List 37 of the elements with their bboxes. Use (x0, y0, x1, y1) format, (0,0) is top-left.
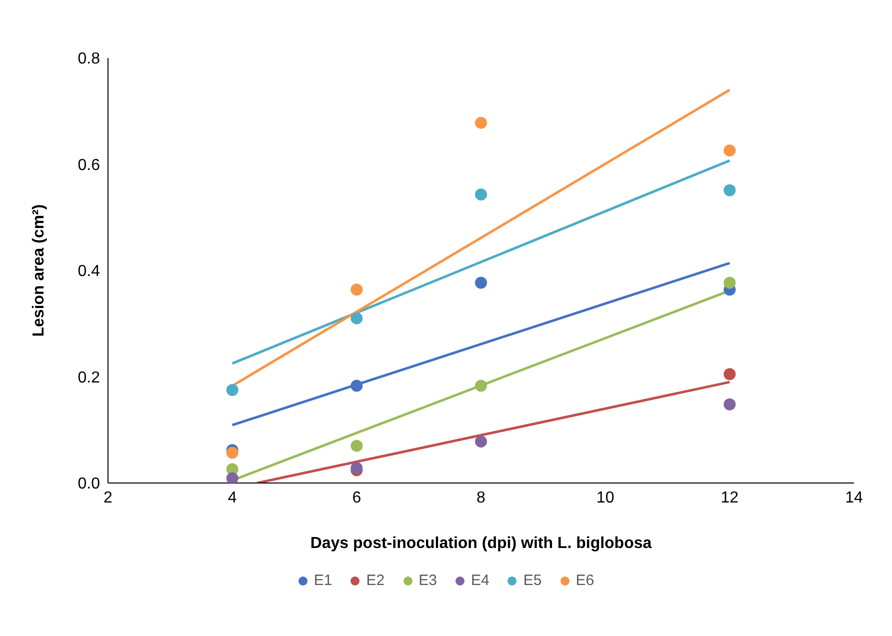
point (226, 384, 238, 396)
x-tick-label: 14 (845, 489, 863, 506)
y-tick-label: 0.2 (78, 369, 100, 386)
x-tick-label: 12 (720, 489, 739, 506)
legend-label: E5 (522, 572, 542, 589)
x-tick-label: 10 (596, 489, 614, 506)
point (724, 398, 736, 410)
point (350, 312, 363, 324)
y-axis-title: Lesion area (cm²) (30, 204, 48, 337)
y-tick-label: 0.8 (78, 50, 100, 68)
point (724, 144, 736, 156)
point (226, 446, 238, 459)
point (475, 116, 487, 129)
x-tick-label: 2 (104, 489, 113, 506)
legend-label: E4 (470, 572, 490, 589)
point (724, 276, 736, 289)
point (475, 276, 487, 289)
y-tick-label: 0.4 (78, 263, 100, 280)
x-tick-label: 6 (352, 489, 362, 506)
y-tick-label: 0.6 (78, 156, 100, 174)
point (475, 436, 487, 448)
point (724, 368, 736, 380)
y-tick-label: 0.0 (78, 476, 100, 493)
point (350, 440, 363, 452)
legend-label: E6 (574, 572, 594, 589)
point (724, 184, 736, 196)
legend-label: E1 (312, 572, 332, 589)
legend-label: E2 (365, 572, 385, 589)
legend-label: E3 (418, 572, 437, 589)
x-tick-label: 4 (228, 489, 237, 506)
point (350, 380, 363, 392)
point (475, 188, 487, 201)
point (475, 380, 487, 392)
point (226, 472, 238, 483)
point (350, 284, 363, 296)
x-axis-title: Days post-inoculation (dpi) with L. biglobosa (310, 535, 652, 552)
x-tick-label: 8 (476, 489, 486, 506)
